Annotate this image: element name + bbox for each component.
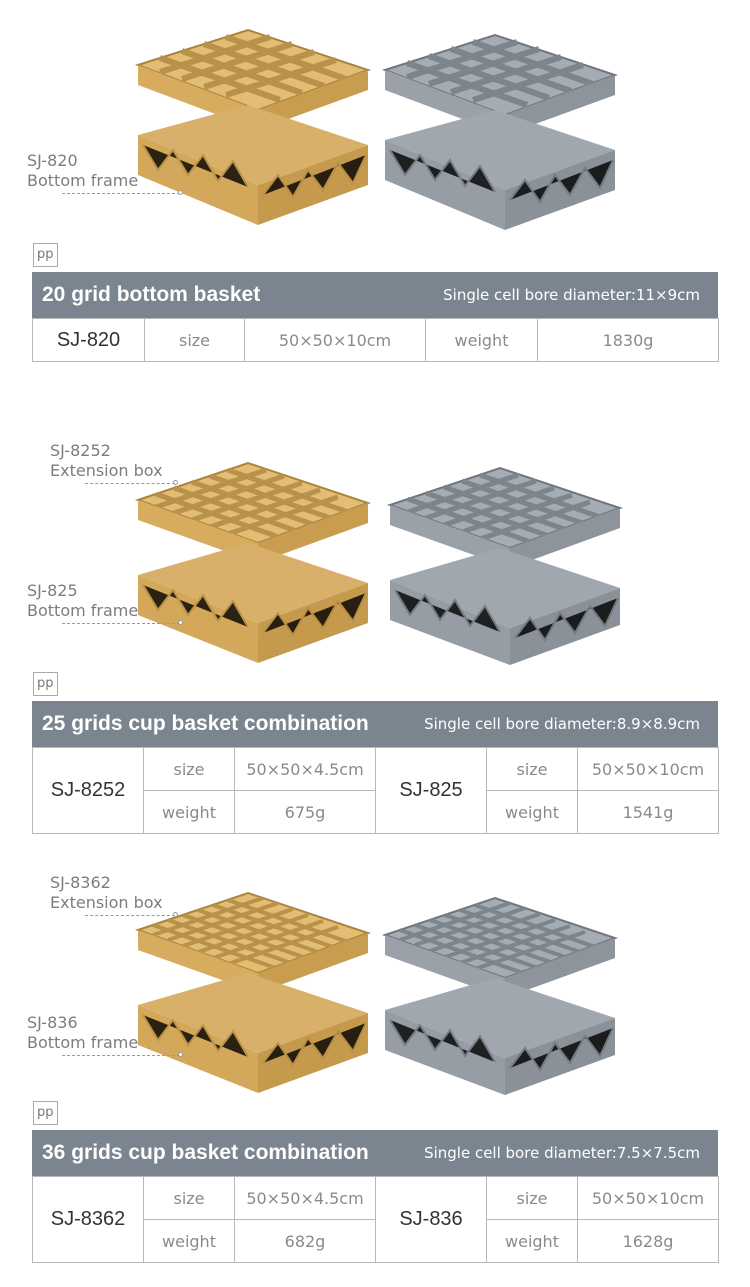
product-code: SJ-825 bbox=[375, 747, 487, 834]
weight-value: 1628g bbox=[577, 1219, 719, 1263]
section-header: 36 grids cup basket combination Single c… bbox=[32, 1130, 718, 1176]
size-label: size bbox=[486, 1176, 578, 1220]
bottom-frame-name-label: Bottom frame bbox=[27, 171, 139, 190]
weight-label: weight bbox=[143, 1219, 235, 1263]
weight-label: weight bbox=[143, 790, 235, 834]
extension-box-name-label: Extension box bbox=[50, 893, 163, 912]
leader-line bbox=[85, 915, 175, 916]
product-code: SJ-836 bbox=[375, 1176, 487, 1263]
size-value: 50×50×10cm bbox=[577, 1176, 719, 1220]
size-label: size bbox=[144, 318, 245, 362]
extension-box-code-label: SJ-8362 bbox=[50, 873, 111, 892]
extension-box-name-label: Extension box bbox=[50, 461, 163, 480]
spec-table: SJ-8252 size 50×50×4.5cm SJ-825 size 50×… bbox=[32, 747, 719, 834]
product-code: SJ-8362 bbox=[32, 1176, 144, 1263]
tan-rack-icon bbox=[134, 461, 372, 663]
bottom-frame-name-label: Bottom frame bbox=[27, 601, 139, 620]
tan-rack-icon bbox=[134, 891, 372, 1093]
grey-rack-icon bbox=[381, 33, 619, 230]
grey-rack-icon bbox=[381, 896, 619, 1095]
size-label: size bbox=[143, 1176, 235, 1220]
leader-line bbox=[62, 193, 180, 194]
leader-line bbox=[62, 623, 180, 624]
size-label: size bbox=[486, 747, 578, 791]
weight-value: 682g bbox=[234, 1219, 376, 1263]
weight-label: weight bbox=[486, 1219, 578, 1263]
section-title: 36 grids cup basket combination bbox=[42, 1141, 369, 1164]
size-value: 50×50×4.5cm bbox=[234, 747, 376, 791]
section-title: 25 grids cup basket combination bbox=[42, 712, 369, 735]
leader-line bbox=[62, 1055, 180, 1056]
size-value: 50×50×10cm bbox=[577, 747, 719, 791]
bottom-frame-name-label: Bottom frame bbox=[27, 1033, 139, 1052]
size-value: 50×50×4.5cm bbox=[234, 1176, 376, 1220]
size-label: size bbox=[143, 747, 235, 791]
weight-label: weight bbox=[425, 318, 538, 362]
bottom-frame-code-label: SJ-820 bbox=[27, 151, 78, 170]
leader-dot bbox=[178, 620, 183, 625]
material-badge: pp bbox=[33, 1101, 58, 1125]
weight-label: weight bbox=[486, 790, 578, 834]
product-code: SJ-820 bbox=[32, 318, 145, 362]
section-header: 25 grids cup basket combination Single c… bbox=[32, 701, 718, 747]
spec-table: SJ-8362 size 50×50×4.5cm SJ-836 size 50×… bbox=[32, 1176, 719, 1263]
material-badge: pp bbox=[33, 672, 58, 696]
bottom-frame-code-label: SJ-836 bbox=[27, 1013, 78, 1032]
bore-diameter: Single cell bore diameter:8.9×8.9cm bbox=[424, 715, 700, 733]
spec-table: SJ-820 size 50×50×10cm weight 1830g bbox=[32, 318, 719, 362]
bore-diameter: Single cell bore diameter:11×9cm bbox=[443, 286, 700, 304]
size-value: 50×50×10cm bbox=[244, 318, 426, 362]
section-header: 20 grid bottom basket Single cell bore d… bbox=[32, 272, 718, 318]
weight-value: 1541g bbox=[577, 790, 719, 834]
extension-box-code-label: SJ-8252 bbox=[50, 441, 111, 460]
grey-rack-icon bbox=[386, 466, 624, 665]
leader-dot bbox=[178, 1052, 183, 1057]
section-title: 20 grid bottom basket bbox=[42, 283, 261, 306]
product-code: SJ-8252 bbox=[32, 747, 144, 834]
tan-rack-icon bbox=[134, 28, 372, 225]
leader-dot bbox=[178, 190, 183, 195]
weight-value: 1830g bbox=[537, 318, 719, 362]
leader-line bbox=[85, 483, 175, 484]
bottom-frame-code-label: SJ-825 bbox=[27, 581, 78, 600]
leader-dot bbox=[173, 912, 178, 917]
weight-value: 675g bbox=[234, 790, 376, 834]
material-badge: pp bbox=[33, 243, 58, 267]
leader-dot bbox=[173, 480, 178, 485]
bore-diameter: Single cell bore diameter:7.5×7.5cm bbox=[424, 1144, 700, 1162]
